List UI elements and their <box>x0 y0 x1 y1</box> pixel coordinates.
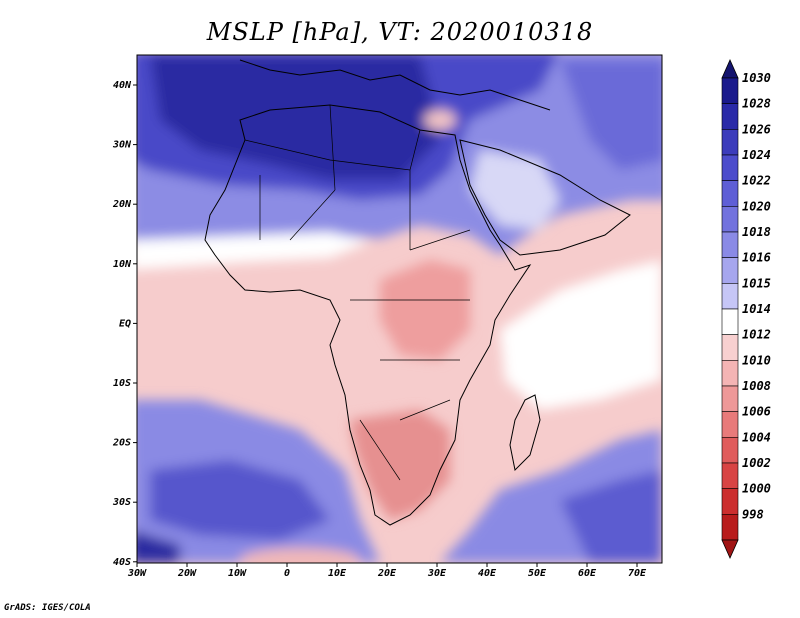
eastern-med-low <box>424 110 456 130</box>
colorbar-swatch <box>721 334 739 361</box>
colorbar-label: 1014 <box>742 302 771 316</box>
africa-coastline <box>204 104 532 526</box>
colorbar-label: 1018 <box>742 225 771 239</box>
arabian-peninsula <box>459 139 631 256</box>
colorbar-swatch <box>721 462 739 489</box>
lat-tick-label: EQ <box>119 318 131 329</box>
colorbar-swatch <box>721 360 739 387</box>
lon-tick-label: 20E <box>377 568 397 579</box>
colorbar-swatch <box>721 180 739 207</box>
lat-tick-label: 20N <box>112 199 132 210</box>
lon-tick-label: 10W <box>228 568 247 579</box>
colorbar-label: 1008 <box>742 379 771 393</box>
near-east-high <box>560 60 662 170</box>
lat-tick-label: 30S <box>112 497 131 508</box>
lon-tick-label: 0 <box>284 568 290 579</box>
colorbar-swatch <box>721 385 739 412</box>
southern-african-low <box>350 410 450 520</box>
colorbar-swatch <box>721 308 739 335</box>
colorbar-swatch <box>721 154 739 181</box>
colorbar-label: 1012 <box>742 328 771 342</box>
colorbar-label: 1030 <box>742 71 771 85</box>
colorbar-swatch <box>721 514 739 541</box>
colorbar-label: 1015 <box>742 276 771 290</box>
colorbar-swatch <box>721 437 739 464</box>
south-indian-high-core <box>560 470 662 563</box>
longitude-ticks: 30W 20W 10W 0 10E 20E 30E 40E 50E 60E 70E <box>127 563 647 579</box>
colorbar-label: 1010 <box>742 353 771 367</box>
colorbar-bottom-arrow <box>721 539 739 559</box>
colorbar: 1030 1028 1026 1024 1022 1020 1018 1016 1015 1014… <box>721 59 771 559</box>
colorbar-swatch <box>721 257 739 284</box>
lon-tick-label: 70E <box>628 568 647 579</box>
colorbar-swatch <box>721 488 739 515</box>
colorbar-label: 1006 <box>742 405 771 419</box>
lon-tick-label: 30W <box>127 568 147 579</box>
lat-tick-label: 10S <box>113 378 131 389</box>
lon-tick-label: 20W <box>177 568 197 579</box>
colorbar-label: 1016 <box>742 251 771 265</box>
lon-tick-label: 60E <box>578 568 597 579</box>
colorbar-swatch <box>721 103 739 130</box>
lat-tick-label: 40N <box>113 80 132 91</box>
colorbar-label: 1026 <box>742 122 771 136</box>
lat-tick-label: 10N <box>113 259 132 270</box>
colorbar-swatch <box>721 77 739 104</box>
indian-ocean-near-normal <box>500 260 662 410</box>
south-atlantic-high-core <box>150 460 330 540</box>
colorbar-swatch <box>721 206 739 233</box>
lat-tick-label: 40S <box>113 557 131 568</box>
latitude-ticks: 40N 30N 20N 10N EQ 10S 20S 30S 40S <box>112 80 137 568</box>
colorbar-label: 1024 <box>742 148 771 162</box>
colorbar-label: 1022 <box>742 174 771 188</box>
colorbar-label: 1002 <box>742 456 771 470</box>
colorbar-label: 1004 <box>742 430 771 444</box>
west-african-near-normal <box>137 232 370 270</box>
plot-frame <box>136 54 663 564</box>
lat-tick-label: 30N <box>112 140 132 151</box>
lon-tick-label: 30E <box>427 568 447 579</box>
arabia-near-normal <box>470 150 560 230</box>
central-african-low <box>380 260 470 360</box>
grads-credit: GrADS: IGES/COLA <box>4 603 91 613</box>
colorbar-label: 1020 <box>742 199 771 213</box>
northern-high-max <box>150 55 440 180</box>
lat-tick-label: 20S <box>112 438 131 449</box>
lon-tick-label: 10E <box>328 568 347 579</box>
southern-ocean-low <box>240 548 360 563</box>
lon-tick-label: 40E <box>478 568 497 579</box>
colorbar-label: 1028 <box>742 97 771 111</box>
colorbar-top-arrow <box>721 59 739 79</box>
europe-coast <box>239 59 551 111</box>
southwest-deep-high <box>137 532 180 563</box>
internal-borders <box>244 104 471 481</box>
pressure-field <box>137 55 662 563</box>
map-title: MSLP [hPa], VT: 2020010318 <box>206 18 594 46</box>
lon-tick-label: 50E <box>528 568 547 579</box>
colorbar-swatch <box>721 283 739 310</box>
colorbar-swatch <box>721 411 739 438</box>
madagascar <box>509 394 541 472</box>
colorbar-label: 1000 <box>742 482 771 496</box>
colorbar-swatch <box>721 231 739 258</box>
colorbar-label: 998 <box>742 507 764 521</box>
coastlines <box>204 59 631 526</box>
colorbar-swatch <box>721 129 739 156</box>
